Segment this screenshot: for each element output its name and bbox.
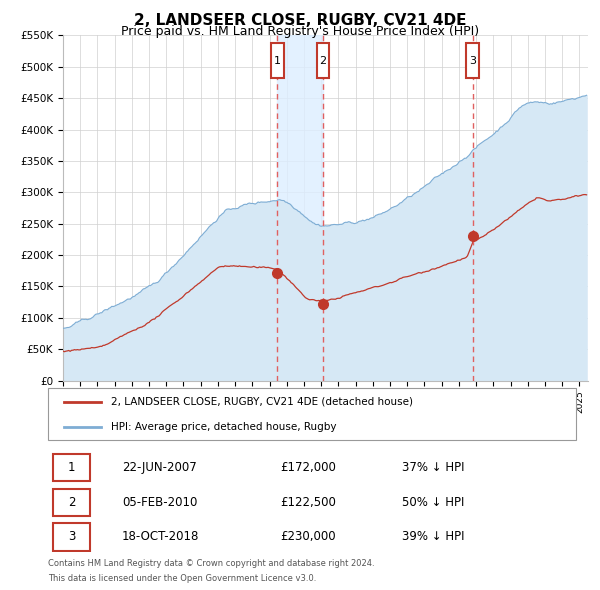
Text: 2: 2 bbox=[68, 496, 76, 509]
FancyBboxPatch shape bbox=[317, 43, 329, 78]
Text: 37% ↓ HPI: 37% ↓ HPI bbox=[402, 461, 464, 474]
Text: Contains HM Land Registry data © Crown copyright and database right 2024.: Contains HM Land Registry data © Crown c… bbox=[48, 559, 374, 568]
FancyBboxPatch shape bbox=[271, 43, 284, 78]
Text: This data is licensed under the Open Government Licence v3.0.: This data is licensed under the Open Gov… bbox=[48, 574, 316, 583]
Text: Price paid vs. HM Land Registry's House Price Index (HPI): Price paid vs. HM Land Registry's House … bbox=[121, 25, 479, 38]
Text: 2: 2 bbox=[319, 55, 326, 65]
Text: £230,000: £230,000 bbox=[280, 530, 336, 543]
Text: 22-JUN-2007: 22-JUN-2007 bbox=[122, 461, 197, 474]
FancyBboxPatch shape bbox=[53, 489, 90, 516]
Bar bbox=[277, 35, 323, 381]
Text: 2, LANDSEER CLOSE, RUGBY, CV21 4DE (detached house): 2, LANDSEER CLOSE, RUGBY, CV21 4DE (deta… bbox=[112, 396, 413, 407]
Text: HPI: Average price, detached house, Rugby: HPI: Average price, detached house, Rugb… bbox=[112, 422, 337, 431]
Text: £122,500: £122,500 bbox=[280, 496, 336, 509]
Text: 2, LANDSEER CLOSE, RUGBY, CV21 4DE: 2, LANDSEER CLOSE, RUGBY, CV21 4DE bbox=[134, 13, 466, 28]
Text: 50% ↓ HPI: 50% ↓ HPI bbox=[402, 496, 464, 509]
FancyBboxPatch shape bbox=[53, 454, 90, 481]
Text: 1: 1 bbox=[68, 461, 76, 474]
Text: £172,000: £172,000 bbox=[280, 461, 336, 474]
Text: 05-FEB-2010: 05-FEB-2010 bbox=[122, 496, 197, 509]
Text: 1: 1 bbox=[274, 55, 281, 65]
Text: 18-OCT-2018: 18-OCT-2018 bbox=[122, 530, 199, 543]
Text: 3: 3 bbox=[68, 530, 76, 543]
FancyBboxPatch shape bbox=[53, 523, 90, 550]
Text: 3: 3 bbox=[469, 55, 476, 65]
Text: 39% ↓ HPI: 39% ↓ HPI bbox=[402, 530, 464, 543]
FancyBboxPatch shape bbox=[466, 43, 479, 78]
FancyBboxPatch shape bbox=[48, 388, 576, 440]
